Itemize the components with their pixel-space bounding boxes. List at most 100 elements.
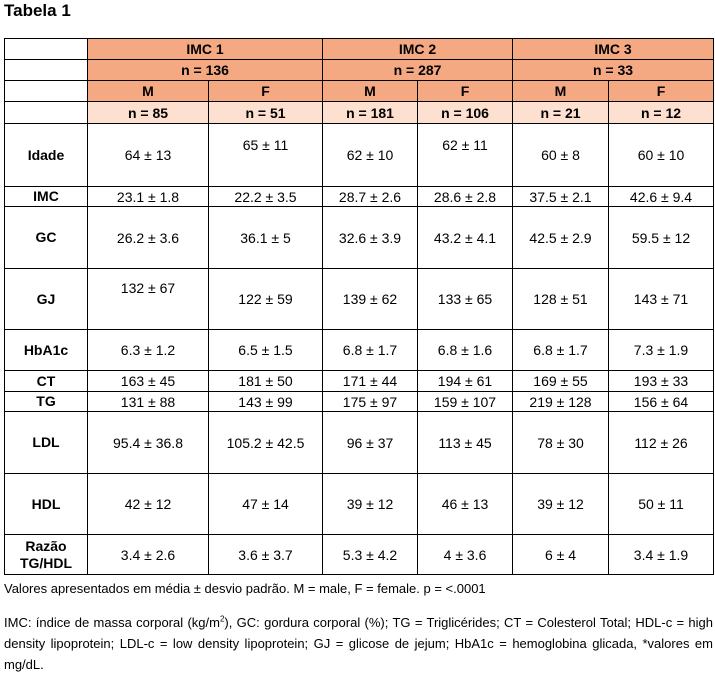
- table-cell: 28.7 ± 2.6: [322, 186, 418, 207]
- table-cell: 163 ± 45: [87, 370, 209, 392]
- group-header-imc2: IMC 2: [322, 38, 513, 60]
- table-cell: 3.4 ± 2.6: [87, 534, 209, 575]
- row-label: Idade: [4, 123, 88, 187]
- table-row: TG 131 ± 88 143 ± 99 175 ± 97 159 ± 107 …: [4, 391, 714, 412]
- table-cell: 96 ± 37: [322, 411, 418, 474]
- table-title: Tabela 1: [4, 1, 71, 20]
- table-cell: 5.3 ± 4.2: [322, 534, 418, 575]
- table-cell: 3.6 ± 3.7: [208, 534, 323, 575]
- table-row: IMC 23.1 ± 1.8 22.2 ± 3.5 28.7 ± 2.6 28.…: [4, 186, 714, 207]
- subgroup-n: n = 51: [208, 101, 323, 124]
- table-cell: 171 ± 44: [322, 370, 418, 392]
- table-cell: 60 ± 8: [512, 123, 609, 187]
- table-cell: 7.3 ± 1.9: [608, 329, 714, 371]
- table-cell: 42.5 ± 2.9: [512, 206, 609, 269]
- row-label: TG: [4, 391, 88, 412]
- table-row: LDL 95.4 ± 36.8 105.2 ± 42.5 96 ± 37 113…: [4, 411, 714, 474]
- table-cell: 219 ± 128: [512, 391, 609, 412]
- table-row: GC 26.2 ± 3.6 36.1 ± 5 32.6 ± 3.9 43.2 ±…: [4, 206, 714, 269]
- table-cell: 169 ± 55: [512, 370, 609, 392]
- table-cell: 139 ± 62: [322, 268, 418, 330]
- table-cell: 60 ± 10: [608, 123, 714, 187]
- subgroup-n: n = 85: [87, 101, 209, 124]
- table-cell: 22.2 ± 3.5: [208, 186, 323, 207]
- table-cell: 6.8 ± 1.7: [322, 329, 418, 371]
- table-cell: 105.2 ± 42.5: [208, 411, 323, 474]
- table-cell: 113 ± 45: [417, 411, 513, 474]
- table-row: HDL 42 ± 12 47 ± 14 39 ± 12 46 ± 13 39 ±…: [4, 473, 714, 535]
- row-label: GC: [4, 206, 88, 269]
- table-cell: 23.1 ± 1.8: [87, 186, 209, 207]
- table-cell: 156 ± 64: [608, 391, 714, 412]
- table-caption: Valores apresentados em média ± desvio p…: [4, 581, 486, 596]
- table-cell: 6.3 ± 1.2: [87, 329, 209, 371]
- table-cell: 42 ± 12: [87, 473, 209, 535]
- table-cell: 122 ± 59: [208, 268, 323, 330]
- row-label: GJ: [4, 268, 88, 330]
- subgroup-n: n = 106: [417, 101, 513, 124]
- table-cell: 6 ± 4: [512, 534, 609, 575]
- notes-text: IMC: índice de massa corporal (kg/m: [4, 615, 220, 630]
- table-cell: 47 ± 14: [208, 473, 323, 535]
- table-cell: 6.8 ± 1.7: [512, 329, 609, 371]
- sex-header: F: [608, 80, 714, 102]
- subgroup-n: n = 21: [512, 101, 609, 124]
- row-label: Razão TG/HDL: [4, 534, 88, 575]
- table-cell: 65 ± 11: [208, 123, 323, 187]
- sex-header: M: [512, 80, 609, 102]
- table-cell: 39 ± 12: [322, 473, 418, 535]
- row-label: LDL: [4, 411, 88, 474]
- table-cell: 64 ± 13: [87, 123, 209, 187]
- subgroup-n: n = 12: [608, 101, 714, 124]
- table-cell: 62 ± 10: [322, 123, 418, 187]
- table-cell: 39 ± 12: [512, 473, 609, 535]
- table-cell: 132 ± 67: [87, 268, 209, 330]
- table-cell: 193 ± 33: [608, 370, 714, 392]
- table-cell: 6.8 ± 1.6: [417, 329, 513, 371]
- table-cell: 78 ± 30: [512, 411, 609, 474]
- row-label: HbA1c: [4, 329, 88, 371]
- table-row: Razão TG/HDL 3.4 ± 2.6 3.6 ± 3.7 5.3 ± 4…: [4, 534, 714, 575]
- table-cell: 62 ± 11: [417, 123, 513, 187]
- table-cell: 3.4 ± 1.9: [608, 534, 714, 575]
- header-blank-cell: [4, 59, 88, 81]
- table-cell: 112 ± 26: [608, 411, 714, 474]
- sex-header: F: [417, 80, 513, 102]
- data-table: IMC 1 IMC 2 IMC 3 n = 136 n = 287 n = 33…: [4, 38, 714, 575]
- table-cell: 6.5 ± 1.5: [208, 329, 323, 371]
- table-cell: 28.6 ± 2.8: [417, 186, 513, 207]
- sex-header: F: [208, 80, 323, 102]
- sex-header: M: [322, 80, 418, 102]
- group-n-imc3: n = 33: [512, 59, 714, 81]
- group-header-imc1: IMC 1: [87, 38, 323, 60]
- table-cell: 32.6 ± 3.9: [322, 206, 418, 269]
- header-blank-cell: [4, 101, 88, 124]
- table-cell: 42.6 ± 9.4: [608, 186, 714, 207]
- header-blank-cell: [4, 80, 88, 102]
- table-cell: 143 ± 71: [608, 268, 714, 330]
- header-blank-cell: [4, 38, 88, 60]
- table-row: Idade 64 ± 13 65 ± 11 62 ± 10 62 ± 11 60…: [4, 123, 714, 187]
- group-header-imc3: IMC 3: [512, 38, 714, 60]
- table-cell: 46 ± 13: [417, 473, 513, 535]
- table-cell: 159 ± 107: [417, 391, 513, 412]
- group-n-imc2: n = 287: [322, 59, 513, 81]
- table-notes: IMC: índice de massa corporal (kg/m2), G…: [4, 612, 713, 675]
- table-row: HbA1c 6.3 ± 1.2 6.5 ± 1.5 6.8 ± 1.7 6.8 …: [4, 329, 714, 371]
- table-cell: 37.5 ± 2.1: [512, 186, 609, 207]
- table-cell: 181 ± 50: [208, 370, 323, 392]
- table-cell: 175 ± 97: [322, 391, 418, 412]
- sex-header: M: [87, 80, 209, 102]
- table-cell: 131 ± 88: [87, 391, 209, 412]
- row-label: HDL: [4, 473, 88, 535]
- subgroup-n: n = 181: [322, 101, 418, 124]
- group-n-imc1: n = 136: [87, 59, 323, 81]
- table-row: GJ 132 ± 67 122 ± 59 139 ± 62 133 ± 65 1…: [4, 268, 714, 330]
- table-cell: 95.4 ± 36.8: [87, 411, 209, 474]
- table-cell: 43.2 ± 4.1: [417, 206, 513, 269]
- row-label: CT: [4, 370, 88, 392]
- table-cell: 36.1 ± 5: [208, 206, 323, 269]
- table-cell: 133 ± 65: [417, 268, 513, 330]
- table-cell: 143 ± 99: [208, 391, 323, 412]
- table-cell: 59.5 ± 12: [608, 206, 714, 269]
